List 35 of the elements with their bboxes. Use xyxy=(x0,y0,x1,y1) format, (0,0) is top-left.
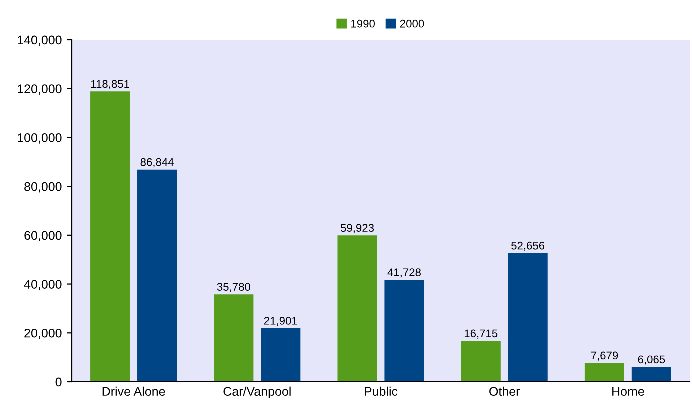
bar xyxy=(632,367,672,382)
x-tick-label: Car/Vanpool xyxy=(224,386,291,399)
y-tick-label: 40,000 xyxy=(24,280,62,290)
x-tick-label: Public xyxy=(365,386,398,396)
bar xyxy=(261,328,301,382)
bar xyxy=(214,294,254,382)
legend-label: 1990 xyxy=(352,20,376,28)
data-label: 59,923 xyxy=(340,224,374,234)
y-tick-label: 60,000 xyxy=(24,231,62,242)
data-label: 35,780 xyxy=(217,283,250,292)
x-tick-label: Home xyxy=(612,387,644,396)
data-label: 16,715 xyxy=(464,330,498,339)
data-label: 21,901 xyxy=(264,317,298,326)
y-tick-label: 80,000 xyxy=(24,182,62,193)
bar xyxy=(338,236,378,382)
y-tick-label: 120,000 xyxy=(18,84,62,95)
data-label: 118,851 xyxy=(91,80,130,90)
bar xyxy=(508,253,548,382)
bar xyxy=(384,280,424,382)
bar xyxy=(90,92,130,382)
y-tick-label: 140,000 xyxy=(18,36,62,46)
data-label: 7,679 xyxy=(591,352,618,361)
x-tick-label: Drive Alone xyxy=(102,386,166,396)
y-tick-label: 100,000 xyxy=(18,134,62,144)
legend-label: 2000 xyxy=(400,20,424,28)
x-tick-label: Other xyxy=(490,386,520,396)
bar xyxy=(584,363,624,382)
data-label: 41,728 xyxy=(388,268,421,278)
data-label: 52,656 xyxy=(512,242,545,252)
y-tick-label: 0 xyxy=(56,378,62,387)
y-tick-label: 20,000 xyxy=(24,328,62,340)
bar xyxy=(461,341,501,382)
bar xyxy=(138,170,178,382)
data-label: 86,844 xyxy=(140,158,174,168)
data-label: 6,065 xyxy=(638,356,666,365)
